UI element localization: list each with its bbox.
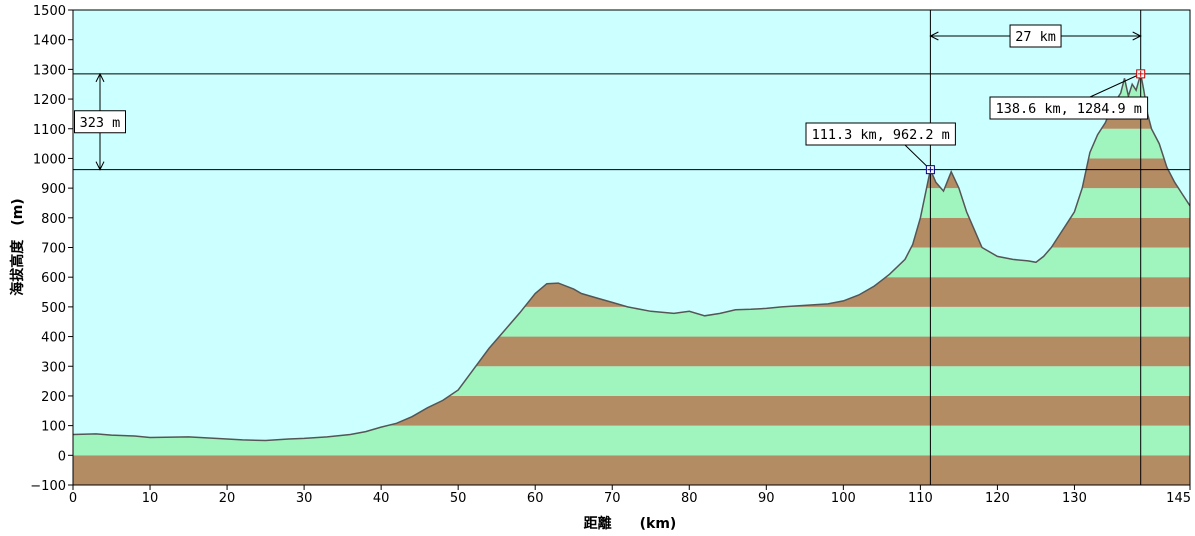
y-tick-label: 300 — [41, 360, 66, 375]
distance-label-box — [1009, 24, 1062, 48]
x-axis: 0 10 20 30 40 50 60 70 80 90 100 110 120 130 145 — [69, 485, 1191, 506]
height-arrow-head — [95, 161, 105, 171]
distance-arrow-head — [929, 31, 939, 41]
height-label-box — [74, 110, 126, 134]
x-tick-label: 100 — [831, 491, 856, 506]
y-tick-label: 800 — [41, 212, 66, 227]
x-tick-label: 90 — [758, 491, 775, 506]
distance-label: 27 km — [1009, 24, 1062, 48]
y-tick-label: 400 — [41, 331, 66, 346]
x-tick-label: 30 — [296, 491, 313, 506]
y-tick-label: 1100 — [33, 123, 66, 138]
marker-label-1: 111.3 km, 962.2 m — [805, 122, 956, 146]
x-tick-label: 40 — [373, 491, 390, 506]
elevation-band — [73, 455, 1190, 485]
marker-label-2-text: 138.6 km, 1284.9 m — [996, 101, 1142, 117]
y-axis-title: 海拔高度 (m) — [9, 198, 26, 295]
y-tick-label: 500 — [41, 301, 66, 316]
y-tick-label: 200 — [41, 390, 66, 405]
x-axis-title: 距離 (km) — [584, 515, 677, 532]
marker-leader-line — [1089, 73, 1141, 98]
y-tick-label: 100 — [41, 420, 66, 435]
marker-label-2-box — [989, 96, 1149, 120]
y-tick-label: 1400 — [33, 34, 66, 49]
y-tick-label: 900 — [41, 182, 66, 197]
y-tick-label: 1000 — [33, 152, 66, 167]
distance-arrow-head — [1132, 31, 1142, 41]
x-tick-label: 20 — [219, 491, 236, 506]
y-tick-label: 0 — [58, 449, 66, 464]
y-tick-label: 1300 — [33, 63, 66, 78]
x-tick-label: 145 — [1166, 491, 1191, 506]
y-tick-label: 1500 — [33, 4, 66, 19]
height-label-text: 323 m — [80, 115, 121, 131]
y-tick-label: 1200 — [33, 93, 66, 108]
height-arrow-head — [95, 72, 105, 83]
marker-label-1-text: 111.3 km, 962.2 m — [812, 127, 950, 143]
x-tick-label: 110 — [908, 491, 933, 506]
annotation-labels: 27 km 323 m 111.3 km, 962.2 m 138.6 km, 128… — [74, 24, 1149, 175]
marker-label-1-box — [805, 122, 956, 146]
y-tick-label: −100 — [30, 479, 66, 494]
height-label: 323 m — [74, 110, 126, 134]
x-tick-label: 130 — [1062, 491, 1087, 506]
x-tick-label: 0 — [69, 491, 77, 506]
x-tick-label: 10 — [142, 491, 159, 506]
y-axis: −100 0 100 200 300 400 500 600 700 800 900 1000 1100… — [30, 4, 73, 494]
distance-label-text: 27 km — [1015, 29, 1056, 45]
x-tick-label: 60 — [527, 491, 544, 506]
x-tick-label: 50 — [450, 491, 467, 506]
x-tick-label: 70 — [604, 491, 621, 506]
y-tick-label: 700 — [41, 242, 66, 257]
y-tick-label: 600 — [41, 271, 66, 286]
marker-label-2: 138.6 km, 1284.9 m — [989, 96, 1149, 120]
x-tick-label: 120 — [985, 491, 1010, 506]
x-tick-label: 80 — [681, 491, 698, 506]
